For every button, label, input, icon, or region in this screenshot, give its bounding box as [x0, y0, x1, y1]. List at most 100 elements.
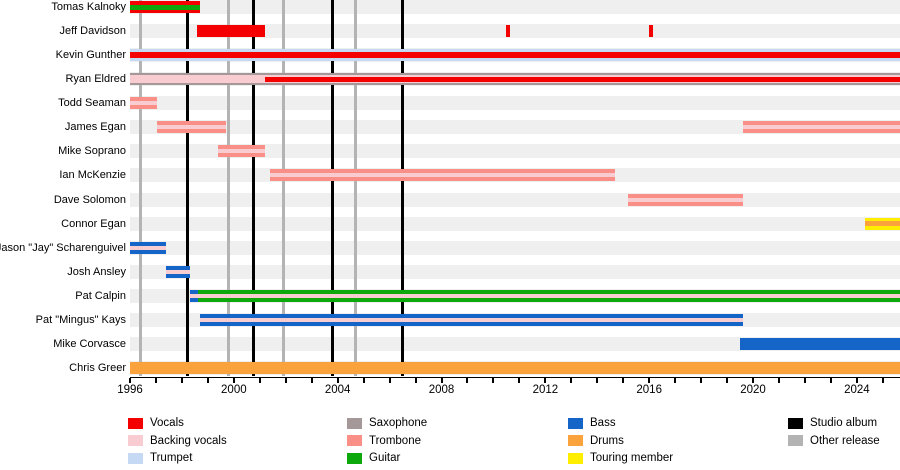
member-role-stripe-drums [864, 221, 900, 227]
member-label: Mike Soprano [58, 145, 126, 158]
x-axis-year-label: 2004 [324, 384, 351, 396]
x-axis-tick [232, 378, 235, 383]
x-axis-tick [544, 378, 547, 383]
legend-label-studio: Studio album [810, 417, 878, 429]
legend-swatch-touring [568, 452, 583, 464]
member-bar-vocals [197, 25, 265, 38]
x-axis-tick [778, 378, 780, 383]
legend-label-guitar: Guitar [369, 452, 401, 464]
x-axis-year-label: 1996 [117, 384, 143, 396]
legend-swatch-other [788, 435, 803, 446]
other-release-line [138, 0, 142, 376]
member-role-stripe-backing_vocals [200, 317, 743, 322]
x-axis-tick [881, 378, 884, 383]
member-label: Pat "Mingus" Kays [35, 313, 126, 326]
member-label: Josh Ansley [67, 265, 126, 278]
member-role-stripe-backing_vocals [130, 245, 167, 250]
legend-swatch-trumpet [128, 452, 143, 464]
legend-label-bass: Bass [590, 417, 616, 429]
legend-label-saxophone: Saxophone [369, 417, 428, 429]
x-axis-tick [310, 378, 313, 383]
member-role-stripe-vocals [264, 76, 900, 82]
x-axis-tick [258, 378, 261, 383]
member-role-stripe-backing_vocals [628, 197, 743, 202]
plot-area: Tomas Kalnoky Jeff Davidson Kevin Gunther R… [0, 0, 900, 376]
legend-swatch-trombone [347, 435, 362, 446]
x-axis-line [130, 377, 900, 378]
other-release-line [227, 0, 231, 376]
x-axis-tick [362, 378, 365, 383]
x-axis-tick [206, 378, 209, 383]
member-track [130, 120, 900, 135]
other-release-line [354, 0, 358, 376]
x-axis-tick [855, 378, 858, 383]
member-label: Chris Greer [69, 362, 126, 375]
member-track [130, 216, 900, 231]
studio-album-line [401, 0, 405, 376]
x-axis-tick [154, 378, 157, 383]
legend-swatch-bass [568, 417, 583, 429]
x-axis-tick [440, 378, 443, 383]
member-label: Connor Egan [61, 217, 126, 230]
member-label: Dave Solomon [53, 193, 126, 206]
x-axis-year-label: 2016 [636, 384, 662, 396]
legend-swatch-saxophone [347, 417, 362, 429]
member-label: Ryan Eldred [65, 73, 126, 86]
studio-album-line [185, 0, 189, 376]
x-axis-tick [674, 378, 677, 383]
member-track [130, 336, 900, 351]
member-label: Jason "Jay" Scharenguivel [0, 241, 126, 254]
member-role-stripe-vocals [130, 52, 900, 59]
member-role-stripe-backing_vocals [130, 101, 158, 106]
member-label: James Egan [64, 121, 126, 134]
member-label: Jeff Davidson [59, 25, 126, 38]
member-bar-bass [740, 337, 900, 350]
member-role-stripe-backing_vocals [218, 149, 265, 154]
x-axis-year-label: 2012 [532, 384, 559, 396]
x-axis-tick [492, 378, 495, 383]
member-track [130, 96, 900, 111]
member-label: Tomas Kalnoky [51, 1, 126, 13]
legend-swatch-studio [788, 417, 803, 429]
x-axis-tick [700, 378, 703, 383]
x-axis-year-label: 2008 [428, 384, 455, 396]
legend-swatch-vocals [128, 417, 143, 429]
x-axis-tick [570, 378, 573, 383]
legend-label-touring: Touring member [590, 452, 674, 464]
legend-label-trumpet: Trumpet [150, 452, 193, 464]
member-track [130, 144, 900, 159]
x-axis-year-label: 2020 [740, 384, 766, 396]
studio-album-line [330, 0, 334, 376]
studio-album-line [251, 0, 255, 376]
legend-swatch-guitar [347, 452, 362, 464]
x-axis-tick [336, 378, 339, 383]
legend-swatch-backing_vocals [128, 435, 143, 446]
member-role-stripe-backing_vocals [166, 269, 190, 274]
member-track [130, 264, 900, 279]
member-track [130, 24, 900, 39]
member-bar-drums [130, 362, 900, 375]
legend-label-vocals: Vocals [150, 417, 184, 429]
legend-label-drums: Drums [590, 434, 624, 447]
member-role-stripe-backing_vocals [157, 125, 227, 130]
member-role-stripe-backing_vocals [270, 173, 616, 178]
x-axis-year-label: 2000 [221, 384, 247, 396]
legend: Vocals Backing vocals Trumpet Saxophone Trom… [0, 400, 900, 470]
x-axis-tick [284, 378, 287, 383]
member-track [130, 240, 900, 255]
x-axis-tick [388, 378, 391, 383]
x-axis-tick [180, 378, 183, 383]
x-axis-tick [129, 378, 131, 383]
x-axis-tick [752, 378, 755, 383]
member-role-stripe-guitar [130, 4, 201, 10]
member-label: Mike Corvasce [53, 337, 126, 350]
member-role-stripe-backing_vocals [189, 293, 900, 298]
member-bar-vocals [506, 25, 511, 38]
x-axis-tick [518, 378, 521, 383]
member-bar-vocals [649, 25, 654, 38]
x-axis-tick [622, 378, 625, 383]
x-axis-tick [596, 378, 599, 383]
legend-label-backing_vocals: Backing vocals [150, 434, 227, 447]
x-axis-tick [466, 378, 469, 383]
x-axis-tick [648, 378, 651, 383]
